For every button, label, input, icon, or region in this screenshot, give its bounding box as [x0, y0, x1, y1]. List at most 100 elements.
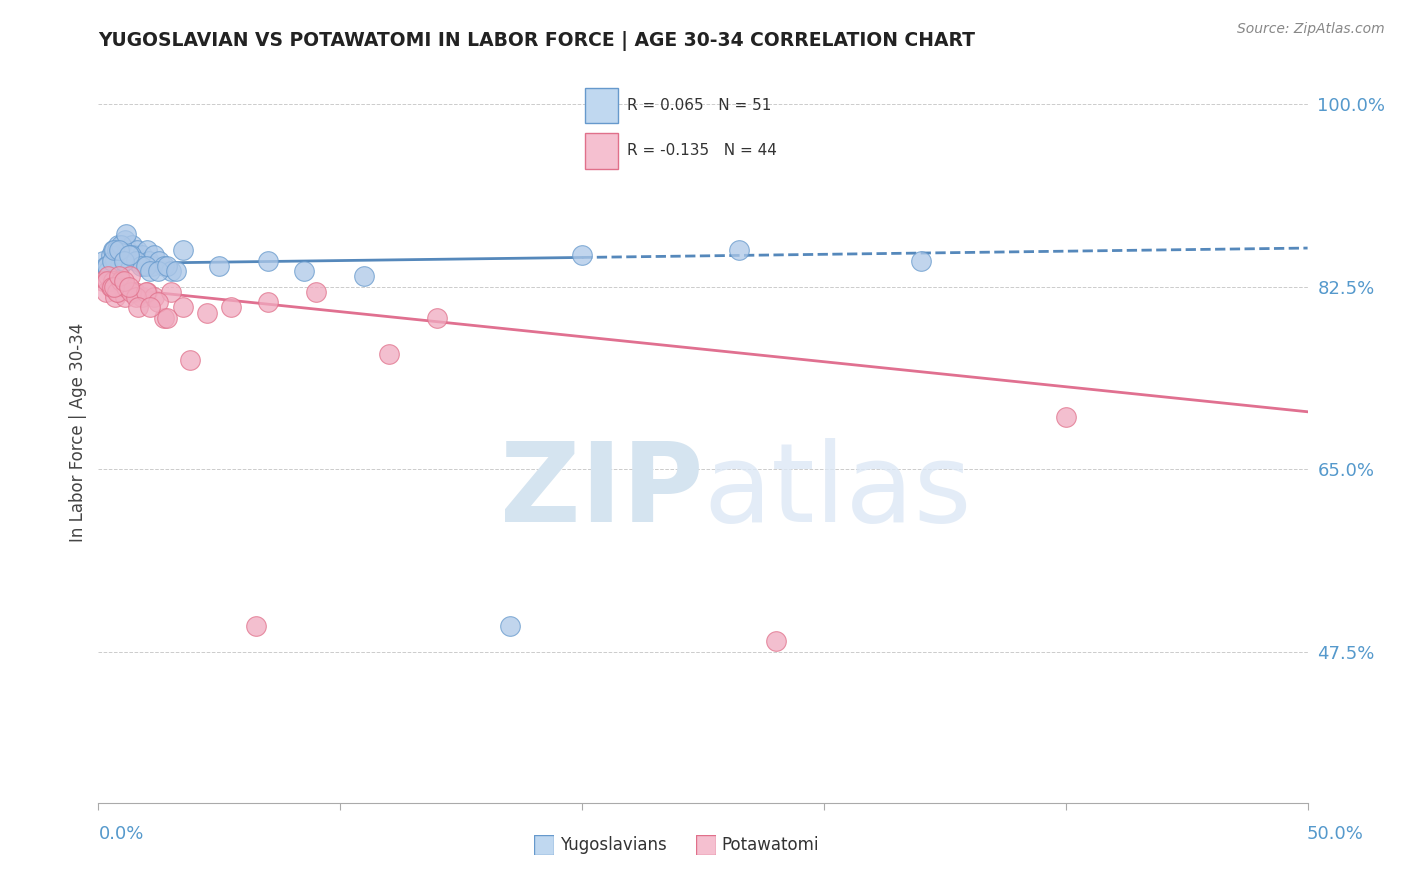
Point — [124, 248, 146, 262]
Point — [114, 290, 136, 304]
Point — [135, 259, 157, 273]
Point — [221, 301, 243, 315]
Point — [910, 253, 932, 268]
Point — [91, 253, 114, 268]
Point — [118, 248, 141, 262]
Point — [148, 253, 170, 268]
Point — [131, 290, 153, 304]
Point — [127, 301, 149, 315]
Point — [105, 243, 128, 257]
Point — [107, 285, 129, 299]
Text: Yugoslavians: Yugoslavians — [560, 836, 666, 854]
Point — [100, 248, 122, 262]
Point — [108, 274, 131, 288]
Point — [121, 238, 143, 252]
Point — [127, 243, 149, 257]
Point — [97, 264, 120, 278]
Point — [160, 285, 183, 299]
FancyBboxPatch shape — [696, 835, 716, 855]
Point — [165, 264, 187, 278]
Point — [117, 243, 139, 257]
FancyBboxPatch shape — [585, 133, 617, 169]
Point — [146, 295, 169, 310]
Text: Potawatomi: Potawatomi — [721, 836, 818, 854]
Point — [156, 259, 179, 273]
Point — [152, 310, 174, 325]
FancyBboxPatch shape — [585, 88, 617, 123]
Point — [160, 264, 183, 278]
FancyBboxPatch shape — [534, 835, 554, 855]
Point — [100, 279, 122, 293]
Point — [195, 306, 218, 320]
Point — [108, 259, 131, 273]
Point — [104, 253, 127, 268]
Point — [100, 279, 122, 293]
Point — [111, 253, 134, 268]
Point — [135, 285, 157, 299]
Point — [765, 634, 787, 648]
Point — [128, 253, 150, 268]
Point — [125, 253, 148, 268]
Point — [256, 295, 278, 310]
Point — [91, 274, 114, 288]
Text: 0.0%: 0.0% — [98, 825, 143, 843]
Point — [172, 301, 194, 315]
Point — [377, 347, 399, 361]
Point — [172, 243, 194, 257]
Point — [108, 243, 131, 257]
Text: R = 0.065   N = 51: R = 0.065 N = 51 — [627, 98, 770, 113]
Point — [118, 248, 141, 262]
Text: R = -0.135   N = 44: R = -0.135 N = 44 — [627, 144, 776, 159]
Point — [131, 248, 153, 262]
Y-axis label: In Labor Force | Age 30-34: In Labor Force | Age 30-34 — [69, 323, 87, 542]
Point — [143, 290, 166, 304]
Point — [141, 259, 163, 273]
Point — [110, 274, 132, 288]
Point — [135, 243, 157, 257]
Point — [571, 248, 593, 262]
Point — [156, 310, 179, 325]
Point — [100, 253, 122, 268]
Point — [112, 253, 135, 268]
Text: atlas: atlas — [703, 438, 972, 545]
Point — [125, 290, 148, 304]
Point — [103, 243, 125, 257]
Point — [138, 253, 160, 268]
Point — [245, 618, 267, 632]
Point — [115, 227, 138, 242]
Point — [112, 274, 135, 288]
Point — [110, 238, 132, 252]
Point — [118, 269, 141, 284]
Point — [115, 279, 138, 293]
Text: Source: ZipAtlas.com: Source: ZipAtlas.com — [1237, 22, 1385, 37]
Point — [97, 269, 120, 284]
Point — [152, 259, 174, 273]
Point — [114, 233, 136, 247]
Text: 50.0%: 50.0% — [1308, 825, 1364, 843]
Point — [111, 279, 134, 293]
Text: YUGOSLAVIAN VS POTAWATOMI IN LABOR FORCE | AGE 30-34 CORRELATION CHART: YUGOSLAVIAN VS POTAWATOMI IN LABOR FORCE… — [98, 30, 976, 51]
Point — [108, 269, 131, 284]
Point — [139, 264, 162, 278]
Point — [353, 269, 375, 284]
Point — [498, 618, 520, 632]
Point — [305, 285, 328, 299]
Point — [146, 264, 169, 278]
Point — [129, 259, 152, 273]
Point — [94, 259, 117, 273]
Point — [208, 259, 231, 273]
Point — [101, 274, 124, 288]
Point — [1054, 409, 1077, 424]
Point — [143, 248, 166, 262]
Point — [292, 264, 315, 278]
Point — [139, 301, 162, 315]
Point — [118, 279, 141, 293]
Point — [135, 285, 157, 299]
Point — [256, 253, 278, 268]
Point — [105, 285, 128, 299]
Point — [124, 285, 146, 299]
Point — [426, 310, 449, 325]
Point — [120, 285, 142, 299]
Point — [120, 248, 142, 262]
Point — [179, 352, 201, 367]
